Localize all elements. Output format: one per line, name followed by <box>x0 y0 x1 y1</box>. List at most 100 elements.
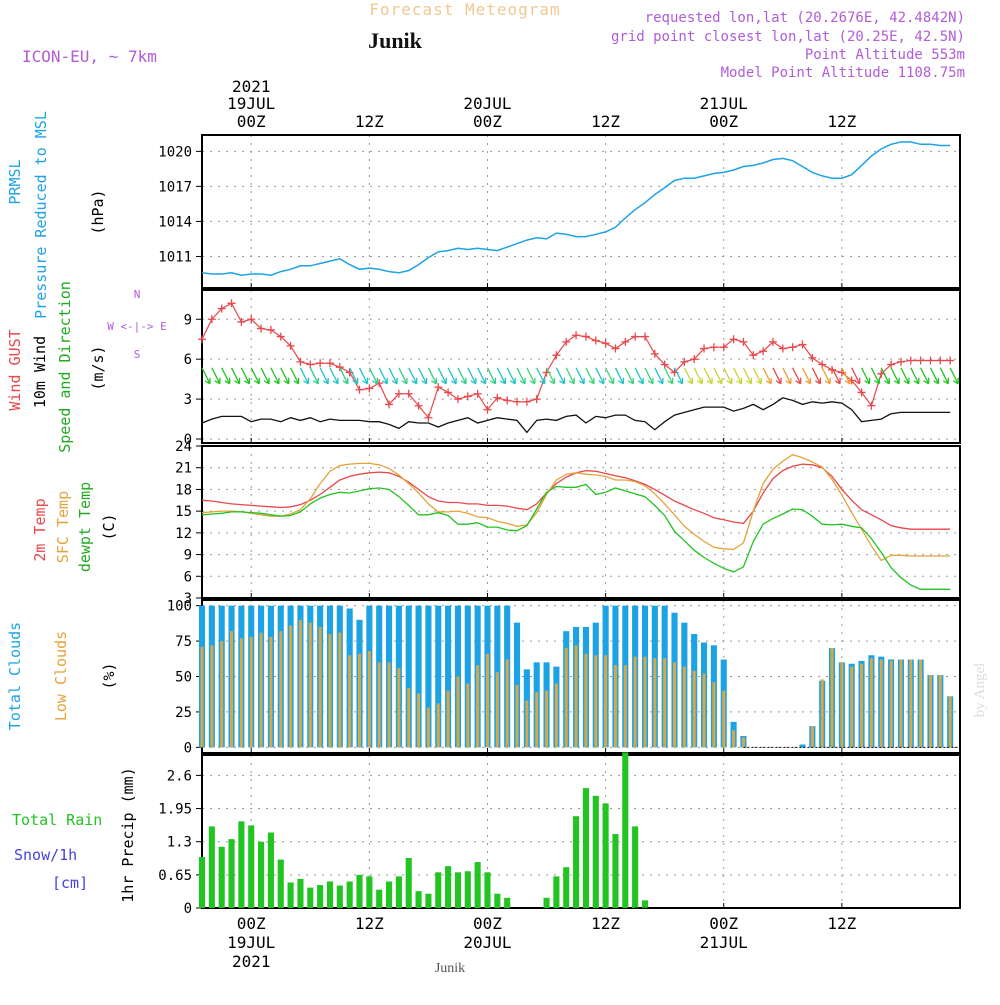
gust-marker <box>867 401 876 410</box>
clouds-ytick-label: 100 <box>167 599 192 615</box>
wind-direction-arrow <box>201 367 211 385</box>
rain-bar <box>474 862 481 908</box>
temperature-panel: 3 6 9 12 15 18 21 24 <box>175 439 961 607</box>
wind-direction-arrow <box>673 367 684 385</box>
low-cloud-bar <box>830 648 834 748</box>
temperature-line-0 <box>201 463 951 530</box>
requested-coords: requested lon,lat (20.2676E, 42.4842N) <box>645 10 965 26</box>
temperature-line-2 <box>201 483 951 590</box>
low-cloud-bar <box>673 662 676 748</box>
gust-marker <box>414 401 423 410</box>
low-cloud-bar <box>200 646 204 748</box>
gust-marker <box>887 360 896 369</box>
low-cloud-bar <box>909 659 913 748</box>
wind-direction-arrow <box>880 367 890 385</box>
low-cloud-bar <box>289 625 293 748</box>
labels-layer: PRMSL Pressure Reduced to MSL (hPa) Wind GU… <box>6 77 857 971</box>
wind-direction-arrow <box>693 367 703 385</box>
watermark: by Angel <box>972 663 988 718</box>
temperature-ytick-label: 9 <box>184 548 192 564</box>
low-cloud-bar <box>446 690 450 748</box>
pressure-frame <box>201 134 961 289</box>
gust-marker <box>798 340 807 349</box>
wind-direction-arrow <box>605 367 615 385</box>
wind-direction-arrow <box>378 367 388 385</box>
wind-direction-arrow <box>772 367 782 385</box>
wind-ytick-label: 9 <box>184 312 192 328</box>
wind-direction-arrow <box>388 367 398 385</box>
rain-bar <box>573 816 580 908</box>
wind-direction-arrow <box>870 367 881 385</box>
low-cloud-bar <box>230 631 234 748</box>
gust-marker <box>532 395 541 404</box>
rain-bar <box>553 876 560 908</box>
low-cloud-bar <box>820 679 824 748</box>
gust-marker <box>640 332 649 341</box>
wind-direction-arrow <box>270 367 280 385</box>
temperature-ytick-label: 6 <box>184 569 192 585</box>
point-altitude: Point Altitude 553m <box>805 47 965 63</box>
precipitation-frame <box>201 754 961 909</box>
top-axis-date: 19JUL <box>227 94 275 113</box>
low-cloud-bar <box>476 665 480 748</box>
low-cloud-bar <box>318 626 322 748</box>
rain-bar <box>622 752 629 908</box>
rain-bar <box>208 826 215 908</box>
low-cloud-bar <box>938 675 942 748</box>
gust-marker <box>690 355 699 364</box>
bottom-axis-hour: 12Z <box>827 914 856 933</box>
low-cloud-bar <box>860 663 864 748</box>
temperature-ytick-label: 3 <box>184 591 192 607</box>
low-cloud-bar <box>633 656 637 748</box>
temperature-ytick-label: 15 <box>175 504 192 520</box>
gust-marker <box>896 357 905 366</box>
wind-direction-arrow <box>920 367 930 385</box>
wind-direction-arrow <box>742 367 753 385</box>
rain-bar <box>366 876 373 908</box>
low-cloud-bar <box>505 659 509 748</box>
panels-layer: 1011101410171020036936912151821240255075… <box>158 134 961 917</box>
rain-bar <box>395 876 402 908</box>
precip-label: 1hr Precip (mm) <box>119 767 137 902</box>
top-axis-date: 21JUL <box>700 94 748 113</box>
wind-direction-arrow <box>585 367 595 385</box>
bottom-axis-hour: 00Z <box>709 914 738 933</box>
gust-marker <box>788 343 797 352</box>
low-cloud-bar <box>436 703 440 748</box>
precipitation-ytick-label: 0 <box>184 901 192 917</box>
wind-unit: (m/s) <box>89 345 107 390</box>
wind-direction-arrow <box>683 367 694 385</box>
wind-direction-arrow <box>467 367 477 385</box>
rain-bar <box>346 881 353 908</box>
top-axis-year: 2021 <box>232 77 271 96</box>
wind-direction-arrow <box>762 367 772 385</box>
wind-direction-arrow <box>299 367 310 385</box>
gust-marker <box>207 315 216 324</box>
gust-marker <box>483 405 492 414</box>
model-label: ICON-EU, ~ 7km <box>22 47 157 66</box>
wind-panel: 0 3 6 9 <box>184 289 961 448</box>
wind-direction-arrow <box>949 367 959 385</box>
wind-direction-arrow <box>664 367 674 385</box>
forecast-title: Forecast Meteogram <box>369 0 560 19</box>
wind-direction-arrow <box>260 367 270 385</box>
gust-marker <box>296 357 305 366</box>
total-cloud-bar <box>425 605 432 748</box>
low-cloud-bar <box>604 655 608 748</box>
total-cloud-bar <box>435 605 442 748</box>
clouds-label-total: Total Clouds <box>6 622 24 730</box>
gust-marker <box>857 388 866 397</box>
wind-direction-arrow <box>654 367 664 385</box>
gust-marker <box>591 336 600 345</box>
gust-marker <box>808 353 817 362</box>
rain-bar <box>267 832 274 908</box>
wind-label-10m: 10m Wind <box>31 336 49 408</box>
low-cloud-bar <box>308 622 312 748</box>
wind-direction-arrow <box>516 367 526 385</box>
low-cloud-bar <box>545 690 549 748</box>
gust-marker <box>404 389 413 398</box>
rain-bar <box>297 878 304 908</box>
wind-direction-arrow <box>447 367 457 385</box>
low-cloud-bar <box>367 651 371 748</box>
gust-marker <box>227 299 236 308</box>
